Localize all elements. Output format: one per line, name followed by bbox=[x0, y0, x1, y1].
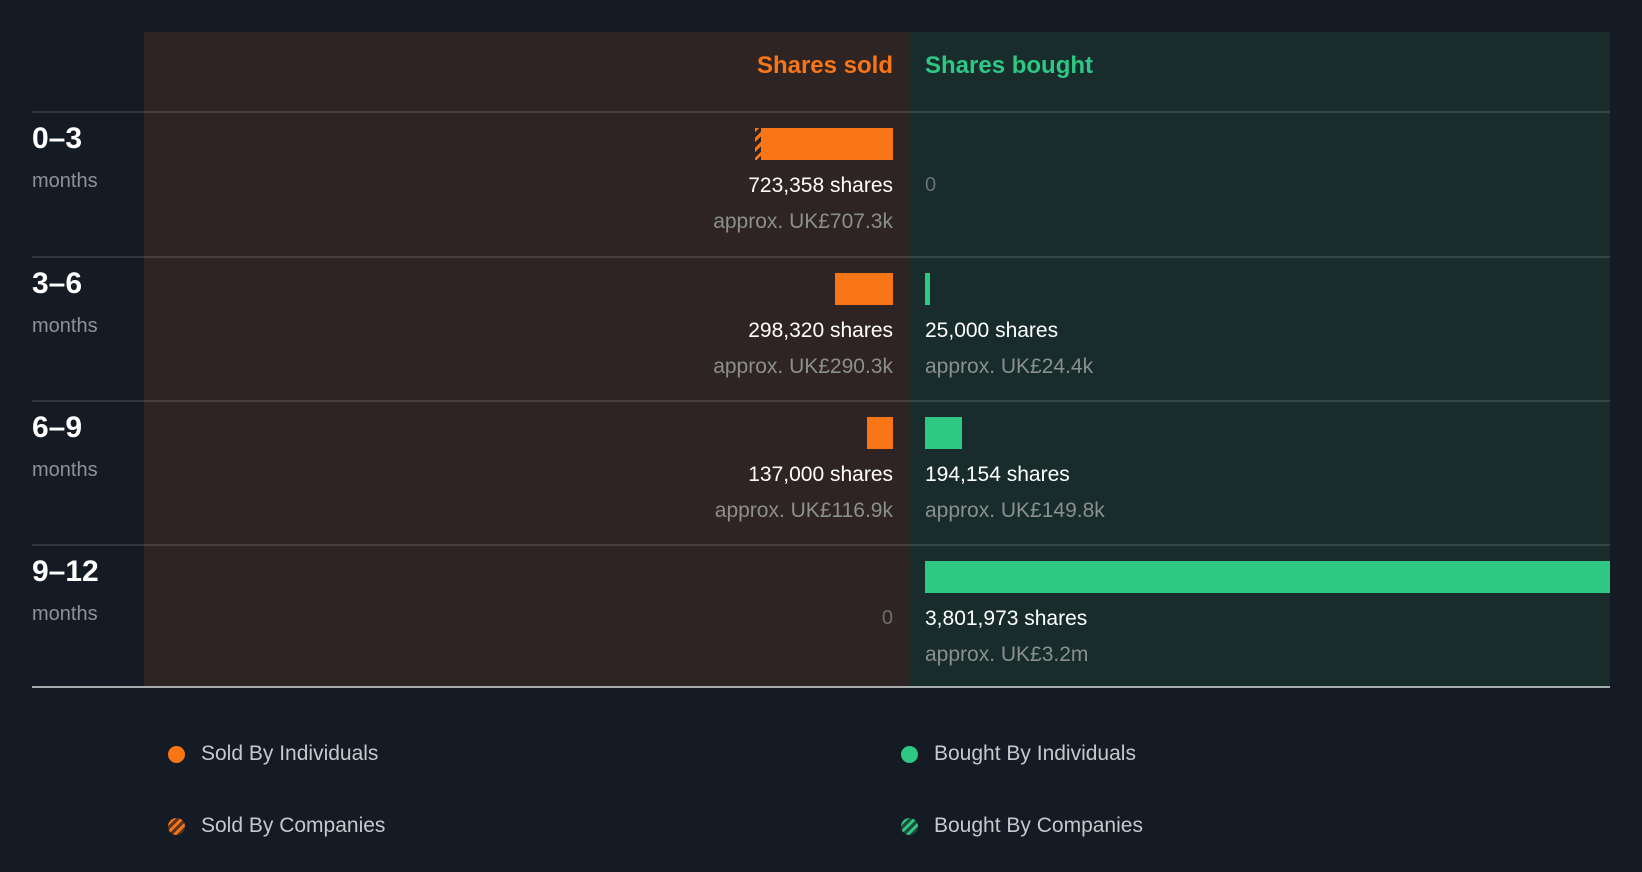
legend-bought-by-individuals[interactable]: Bought By Individuals bbox=[901, 742, 1136, 766]
row-divider bbox=[32, 256, 1610, 258]
range-label: 9–12 bbox=[32, 555, 99, 588]
sold-by-individuals-bar[interactable] bbox=[761, 128, 893, 160]
shares-sold-header: Shares sold bbox=[756, 52, 893, 79]
legend-sold-by-individuals[interactable]: Sold By Individuals bbox=[168, 742, 378, 766]
sold-shares: 723,358 shares bbox=[748, 174, 893, 197]
range-unit: months bbox=[32, 459, 98, 481]
sold-zero: 0 bbox=[881, 607, 893, 629]
sold-by-companies-bar[interactable] bbox=[755, 128, 761, 160]
legend-bought-by-companies[interactable]: Bought By Companies bbox=[901, 814, 1143, 838]
sold-by-individuals-bar[interactable] bbox=[867, 417, 893, 449]
bought-approx-value: approx. UK£3.2m bbox=[925, 643, 1089, 666]
bought-shares: 3,801,973 shares bbox=[925, 607, 1088, 630]
row-6-9-months: 6–9 months 137,000 shares approx. UK£116… bbox=[0, 401, 1642, 545]
bought-approx-value: approx. UK£149.8k bbox=[925, 499, 1105, 522]
row-3-6-months: 3–6 months 298,320 shares approx. UK£290… bbox=[0, 257, 1642, 401]
legend-label: Bought By Companies bbox=[934, 814, 1143, 837]
sold-approx-value: approx. UK£707.3k bbox=[713, 210, 893, 233]
range-label: 0–3 bbox=[32, 122, 83, 155]
bought-approx-value: approx. UK£24.4k bbox=[925, 355, 1094, 378]
legend-label: Sold By Companies bbox=[201, 814, 386, 837]
orange-dot-icon bbox=[168, 745, 185, 763]
range-label: 3–6 bbox=[32, 267, 83, 300]
bought-zero: 0 bbox=[925, 174, 937, 196]
sold-approx-value: approx. UK£290.3k bbox=[713, 355, 893, 378]
orange-hatched-dot-icon bbox=[168, 817, 185, 835]
range-unit: months bbox=[32, 170, 98, 192]
bought-by-individuals-bar[interactable] bbox=[925, 417, 962, 449]
row-0-3-months: 0–3 months 723,358 shares approx. UK£707… bbox=[0, 112, 1642, 256]
bought-by-individuals-bar[interactable] bbox=[925, 561, 1610, 593]
shares-bought-header: Shares bought bbox=[925, 52, 1094, 79]
bought-shares: 25,000 shares bbox=[925, 319, 1059, 342]
green-dot-icon bbox=[901, 745, 918, 763]
row-divider bbox=[32, 111, 1610, 113]
row-9-12-months: 9–12 months 0 3,801,973 shares approx. U… bbox=[0, 545, 1642, 689]
range-unit: months bbox=[32, 603, 98, 625]
sold-by-individuals-bar[interactable] bbox=[835, 273, 893, 305]
range-label: 6–9 bbox=[32, 411, 83, 444]
green-hatched-dot-icon bbox=[901, 817, 918, 835]
sold-shares: 298,320 shares bbox=[748, 319, 893, 342]
bought-by-individuals-bar[interactable] bbox=[925, 273, 930, 305]
range-unit: months bbox=[32, 315, 98, 337]
sold-approx-value: approx. UK£116.9k bbox=[714, 499, 893, 522]
row-divider bbox=[32, 400, 1610, 402]
chart-baseline bbox=[32, 686, 1610, 688]
legend-sold-by-companies[interactable]: Sold By Companies bbox=[168, 814, 385, 838]
legend-label: Sold By Individuals bbox=[201, 742, 379, 765]
bought-shares: 194,154 shares bbox=[925, 463, 1070, 486]
row-divider bbox=[32, 544, 1610, 546]
legend-label: Bought By Individuals bbox=[934, 742, 1136, 765]
sold-shares: 137,000 shares bbox=[748, 463, 893, 486]
